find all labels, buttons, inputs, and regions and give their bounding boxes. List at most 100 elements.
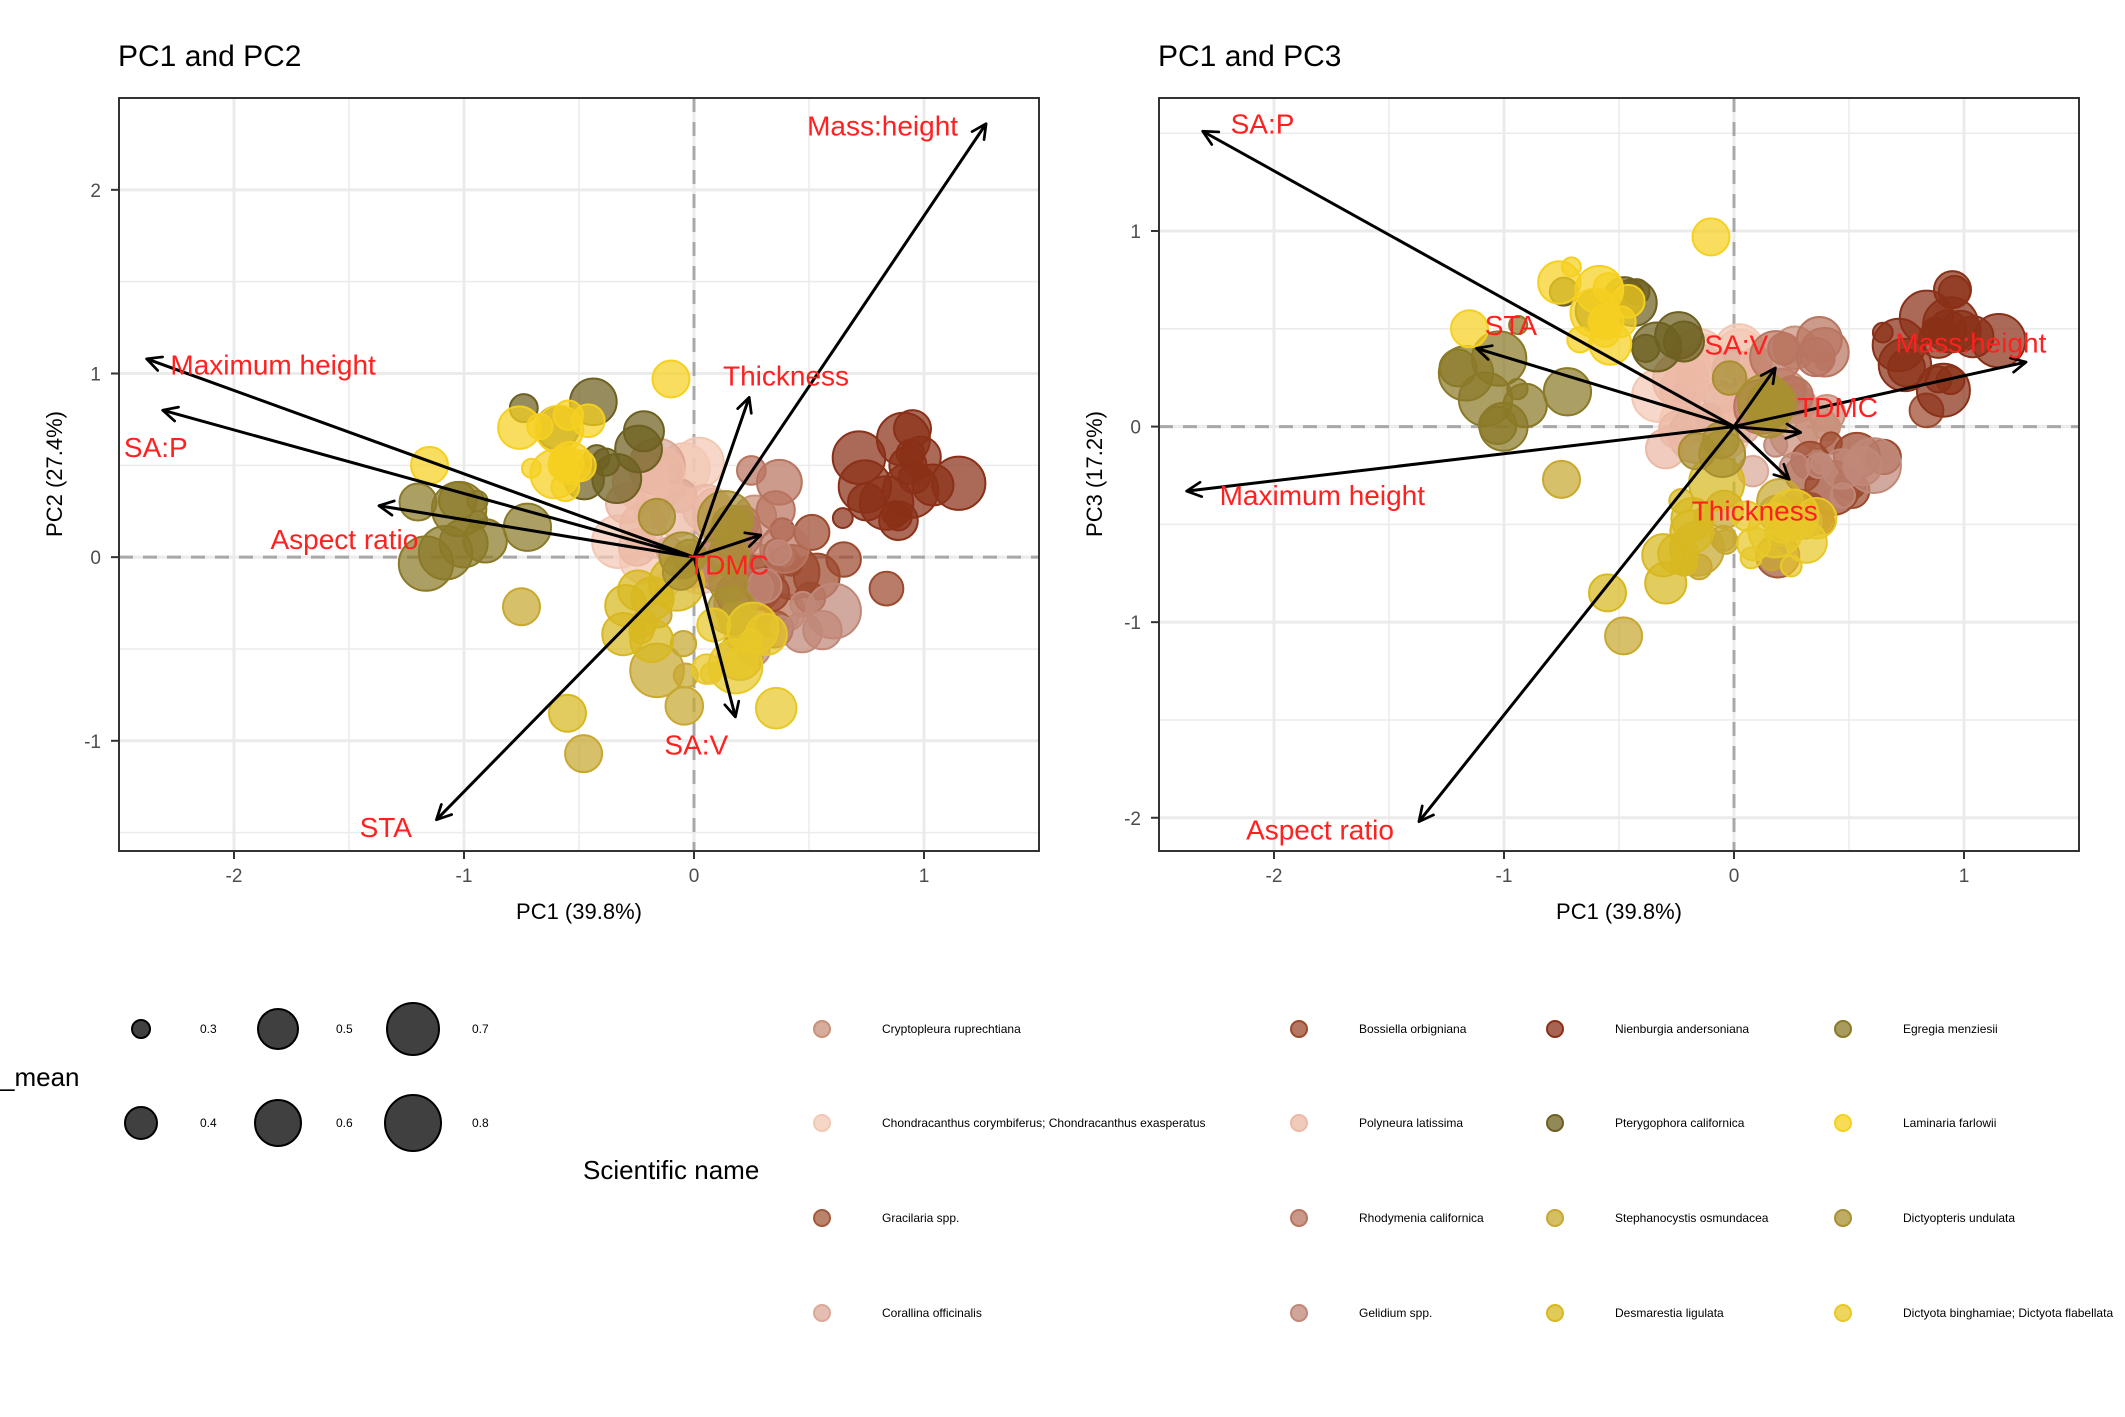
- size-key-07: [386, 1002, 440, 1056]
- y-tick-label: -1: [1124, 613, 1141, 634]
- scatter-point: [1542, 459, 1581, 499]
- vector-label: SA:V: [664, 729, 728, 760]
- scatter-point: [1779, 554, 1803, 578]
- size-key-label: 0.6: [336, 1116, 353, 1130]
- species-label: Gracilaria spp.: [882, 1211, 959, 1225]
- species-legend-item: Pterygophora californica: [1546, 1114, 1745, 1132]
- scatter-point: [548, 693, 587, 733]
- species-label: Bossiella orbigniana: [1359, 1022, 1467, 1036]
- scatter-point: [1746, 378, 1797, 429]
- species-swatch: [1834, 1209, 1852, 1227]
- size-key-label: 0.4: [200, 1116, 217, 1130]
- x-tick-label: -1: [1496, 866, 1513, 887]
- scatter-point: [1677, 432, 1717, 471]
- species-swatch: [1290, 1304, 1308, 1322]
- scatter-point: [711, 504, 752, 545]
- scatter-point: [1668, 488, 1695, 514]
- scatter-point: [1450, 309, 1489, 349]
- scatter-point: [628, 618, 655, 645]
- axis-ticks: -2 -1 0 1 -1 0 1 2: [84, 181, 929, 887]
- vector-label: SA:V: [1704, 329, 1768, 360]
- scatter-point: [1829, 482, 1856, 509]
- y-tick-label: -2: [1124, 809, 1141, 830]
- species-label: Dictyota binghamiae; Dictyota flabellata: [1903, 1306, 2113, 1320]
- x-tick-label: 0: [689, 866, 700, 887]
- scatter-point: [1604, 616, 1644, 656]
- scatter-point: [520, 457, 542, 479]
- loading-arrow: [1732, 366, 1777, 428]
- vector-label: Maximum height: [1220, 480, 1426, 511]
- vector-label: STA: [1485, 310, 1538, 341]
- scatter-point: [726, 601, 780, 655]
- species-label: Nienburgia andersoniana: [1615, 1022, 1749, 1036]
- loading-arrow: [693, 531, 763, 559]
- vector-label: Thickness: [723, 360, 849, 391]
- vector-label: TDMC: [688, 549, 769, 580]
- x-tick-label: -2: [1266, 866, 1283, 887]
- species-label: Desmarestia ligulata: [1615, 1306, 1724, 1320]
- species-swatch: [813, 1304, 831, 1322]
- scatter-point: [1928, 309, 1968, 349]
- x-tick-label: -1: [456, 866, 473, 887]
- scatter-point: [622, 410, 665, 453]
- vector-labels: Mass:height Maximum height SA:P Thickness As…: [124, 111, 958, 844]
- size-key-label: 0.3: [200, 1022, 217, 1036]
- species-swatch: [1546, 1304, 1564, 1322]
- vector-label: Aspect ratio: [1246, 814, 1394, 845]
- y-tick-label: -1: [84, 732, 101, 753]
- species-swatch: [1546, 1114, 1564, 1132]
- gridlines: [1158, 98, 2080, 851]
- species-swatch: [1834, 1020, 1852, 1038]
- size-key-label: 0.8: [472, 1116, 489, 1130]
- species-legend-item: Dictyopteris undulata: [1834, 1209, 2015, 1227]
- size-legend-title: _mean: [0, 1062, 80, 1092]
- loading-arrow: [692, 396, 753, 558]
- loading-arrow: [145, 355, 695, 559]
- species-swatch: [1546, 1209, 1564, 1227]
- vector-label: Thickness: [1692, 496, 1818, 527]
- scatter-point: [1711, 360, 1748, 396]
- y-axis-title: PC3 (17.2%): [1082, 411, 1107, 537]
- scatter-point: [1631, 333, 1661, 363]
- vector-labels: SA:P STA SA:V Mass:height TDMC Maximum height…: [1220, 108, 2047, 845]
- scatter-point: [637, 497, 677, 536]
- vector-label: Maximum height: [170, 349, 376, 380]
- scatter-point: [1574, 264, 1625, 315]
- scatter-point: [1778, 451, 1811, 484]
- loading-arrow: [1201, 129, 1735, 428]
- species-legend-title: Scientific name: [583, 1155, 759, 1185]
- size-key-03: [131, 1019, 151, 1039]
- species-legend-item: Dictyota binghamiae; Dictyota flabellata: [1834, 1304, 2113, 1322]
- vector-label: SA:P: [124, 432, 188, 463]
- loading-arrow: [1733, 356, 2028, 429]
- species-label: Stephanocystis osmundacea: [1615, 1211, 1769, 1225]
- species-legend-item: Corallina officinalis: [813, 1304, 982, 1322]
- y-tick-label: 0: [1130, 418, 1141, 439]
- species-legend-item: Bossiella orbigniana: [1290, 1020, 1467, 1038]
- scatter-point: [1767, 332, 1801, 366]
- scatter-point: [754, 686, 798, 730]
- x-tick-label: 1: [1959, 866, 1970, 887]
- species-label: Rhodymenia californica: [1359, 1211, 1484, 1225]
- scatter-point: [868, 570, 905, 607]
- scatter-point: [789, 590, 816, 618]
- scatter-point: [1814, 351, 1835, 372]
- size-key-04: [124, 1106, 158, 1140]
- reference-lines: [1159, 98, 2079, 851]
- size-key-label: 0.7: [472, 1022, 489, 1036]
- panel-title: PC1 and PC2: [118, 40, 301, 73]
- vector-label: Aspect ratio: [270, 524, 418, 555]
- scatter-point: [564, 734, 604, 774]
- loading-arrow: [161, 405, 695, 559]
- species-label: Egregia menziesii: [1903, 1022, 1998, 1036]
- data-points: [397, 359, 987, 774]
- loading-arrow: [692, 122, 988, 558]
- loading-arrow: [1733, 422, 1803, 440]
- scatter-point: [502, 587, 541, 627]
- species-label: Corallina officinalis: [882, 1306, 982, 1320]
- y-axis-title: PC2 (27.4%): [42, 411, 67, 537]
- species-swatch: [1290, 1114, 1308, 1132]
- species-legend-item: Gracilaria spp.: [813, 1209, 959, 1227]
- x-tick-label: 1: [919, 866, 930, 887]
